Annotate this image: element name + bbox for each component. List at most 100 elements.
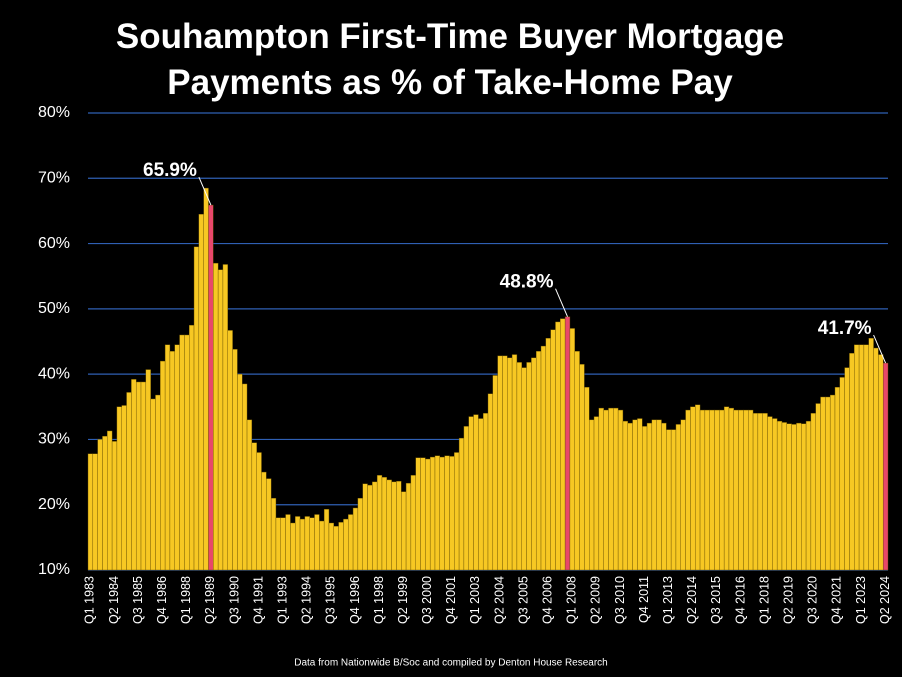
bar (589, 419, 595, 571)
x-tick-label: Q3 2010 (613, 576, 627, 624)
bar (429, 456, 436, 571)
bar (661, 422, 667, 571)
x-tick-label: Q2 1984 (107, 576, 121, 624)
bar (304, 516, 310, 571)
y-tick-label: 70% (38, 170, 70, 187)
leader-line (198, 176, 212, 206)
x-tick-label: Q4 2016 (733, 576, 747, 624)
bar (107, 430, 113, 571)
bar (184, 334, 190, 571)
bar (372, 481, 378, 571)
bar (251, 442, 257, 571)
bar (309, 517, 315, 571)
y-tick-label: 40% (38, 365, 70, 382)
bar (521, 367, 527, 571)
bar (237, 373, 243, 571)
bar (810, 413, 816, 571)
bar (699, 409, 706, 571)
bar (608, 407, 614, 571)
bar (555, 321, 561, 571)
bar (815, 403, 821, 571)
bar (829, 394, 836, 571)
bar (776, 420, 783, 571)
bar (217, 269, 224, 571)
bar (882, 362, 889, 571)
bar (333, 526, 339, 571)
bar (150, 398, 156, 571)
source-note: Data from Nationwide B/Soc and compiled … (294, 658, 608, 669)
bar (584, 387, 590, 571)
bar (656, 419, 662, 571)
bar (738, 409, 744, 571)
value-label: 48.8% (500, 272, 554, 293)
bar (131, 379, 137, 571)
x-tick-label: Q4 1996 (348, 576, 362, 624)
leader-line (873, 334, 887, 364)
chart-title: Souhampton First-Time Buyer Mortgage Pay… (115, 17, 785, 102)
bar (290, 522, 296, 571)
bar (516, 362, 522, 571)
x-tick-label: Q2 2019 (782, 576, 796, 624)
bar (261, 471, 267, 571)
bar (270, 497, 277, 571)
bar (102, 435, 108, 571)
bar (569, 328, 575, 571)
bar (381, 477, 387, 571)
x-tick-label: Q4 1986 (155, 576, 169, 624)
bar (367, 484, 373, 571)
bar (348, 514, 354, 571)
bar (458, 437, 465, 571)
bar (685, 409, 691, 571)
bar (401, 491, 407, 571)
bar (439, 456, 445, 571)
bar (723, 406, 730, 571)
bar (145, 369, 151, 571)
bar (579, 364, 585, 571)
bar (767, 416, 773, 571)
bar (781, 422, 787, 571)
bar (878, 354, 884, 571)
bar (376, 475, 383, 571)
bar (193, 246, 200, 571)
bar (622, 420, 628, 571)
bar (222, 264, 228, 571)
bar (478, 418, 484, 571)
bar (449, 456, 455, 571)
bar (323, 509, 330, 571)
bar (116, 406, 122, 571)
x-tick-label: Q1 2018 (757, 576, 771, 624)
x-tick-label: Q2 1999 (396, 576, 410, 624)
bar (598, 407, 604, 571)
bar (425, 458, 431, 571)
bar (319, 520, 325, 571)
bar (805, 420, 812, 571)
bar (801, 423, 807, 571)
bar (714, 409, 720, 571)
x-tick-label: Q1 1988 (179, 576, 193, 624)
bar (405, 482, 412, 571)
bar (757, 413, 763, 571)
leader-line (555, 288, 568, 317)
bar (497, 355, 503, 571)
x-tick-label: Q3 2015 (709, 576, 723, 624)
bar (140, 381, 147, 571)
bar (246, 419, 253, 571)
bar (391, 481, 397, 571)
bar (227, 330, 233, 571)
x-tick-label: Q1 1993 (275, 576, 289, 624)
bar (550, 329, 556, 571)
bar (468, 416, 474, 571)
x-tick-label: Q1 2013 (661, 576, 675, 624)
bar (627, 422, 633, 571)
bar (868, 338, 874, 571)
x-tick-label: Q3 2020 (806, 576, 820, 624)
bar (646, 422, 653, 571)
bar (160, 360, 166, 571)
bar (213, 262, 219, 571)
bar (540, 345, 547, 571)
x-tick-label: Q3 1995 (324, 576, 338, 624)
bar (617, 409, 624, 571)
y-tick-label: 60% (38, 235, 70, 252)
